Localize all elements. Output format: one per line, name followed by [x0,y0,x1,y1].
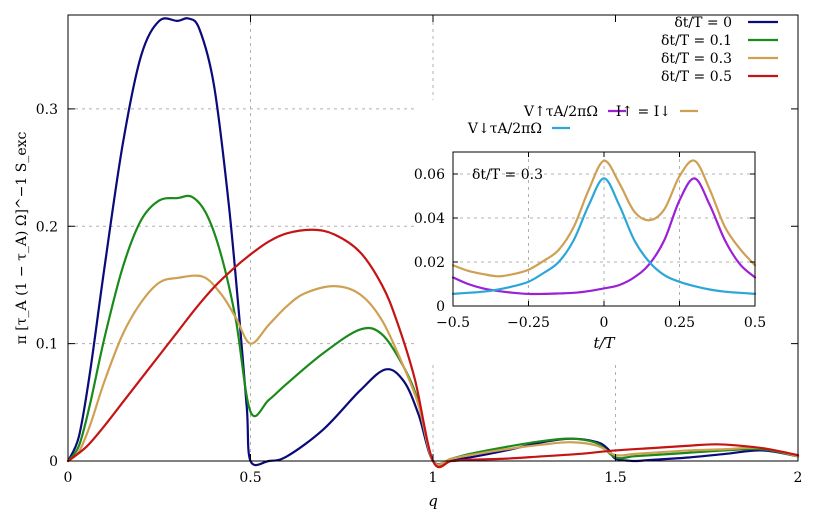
inset-legend-label-2: I↑ = I↓ [616,104,671,120]
inset-xtick-label-4: 0.5 [744,315,766,331]
main-xtick-label-4: 2 [794,470,803,486]
inset-legend-label-1: V↓τA/2πΩ [467,121,542,137]
inset-ticks: −0.5 −0.25 0 0.25 0.5 0 0.02 0.04 0.06 [414,152,766,331]
main-series-1 [66,194,800,466]
main-xtick-label-3: 1.5 [604,470,626,486]
main-ticks: 0 0.5 1 1.5 2 0 0.1 0.2 0.3 [36,15,803,486]
inset-series-2 [451,159,757,278]
main-ytick-label-0: 0 [49,454,58,470]
inset-grid [453,152,755,306]
main-legend-label-0: δt/T = 0 [674,15,732,31]
inset-ytick-label-0: 0 [436,299,445,315]
main-ytick-label-2: 0.2 [36,219,58,235]
main-legend-label-2: δt/T = 0.3 [661,51,732,67]
main-series [66,17,800,469]
inset-legend-label-0: V↑τA/2πΩ [523,104,598,120]
main-series-3 [66,228,800,469]
main-ytick-label-3: 0.3 [36,102,58,118]
inset-series-0 [451,177,757,296]
main-ylabel: π [τ_A (1 − τ_A) Ω]^−1 S_exc [14,131,30,344]
main-xtick-label-2: 1 [429,470,438,486]
inset-series-1 [451,177,757,295]
inset-xtick-label-3: 0.25 [664,315,695,331]
main-legend-label-3: δt/T = 0.5 [661,69,732,85]
main-xtick-label-1: 0.5 [239,470,261,486]
inset-ytick-label-1: 0.02 [414,255,445,271]
inset-annotation: δt/T = 0.3 [472,167,543,183]
main-ytick-label-1: 0.1 [36,337,58,353]
inset-xtick-label-1: −0.25 [507,315,550,331]
main-legend-label-1: δt/T = 0.1 [661,33,732,49]
main-xtick-label-0: 0 [64,470,73,486]
inset-ytick-label-3: 0.06 [414,167,445,183]
inset-xtick-label-0: −0.5 [436,315,470,331]
main-series-2 [66,274,800,466]
inset-xtick-label-2: 0 [600,315,609,331]
main-xlabel: q [428,492,438,510]
main-legend: δt/T = 0 δt/T = 0.1 δt/T = 0.3 δt/T = 0.5 [661,15,778,85]
inset-background [418,100,802,362]
inset-series [451,159,757,296]
inset-ytick-label-2: 0.04 [414,211,445,227]
inset-xlabel: t/T [593,334,615,352]
